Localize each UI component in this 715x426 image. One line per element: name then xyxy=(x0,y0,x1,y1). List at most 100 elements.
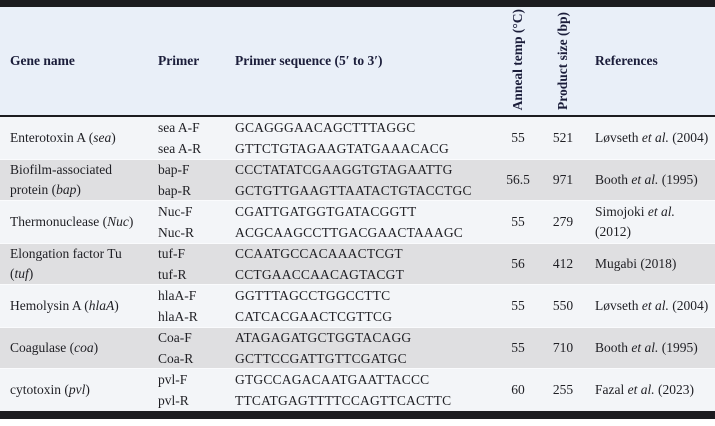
sequence-cell: CCCTATATCGAAGGTGTAGAATTG GCTGTTGAAGTTAATA… xyxy=(233,159,495,201)
table-row: Hemolysin A (hlaA) hlaA-F hlaA-R GGTTTAGC… xyxy=(0,285,715,327)
gene-name-text: Thermonuclease ( xyxy=(10,214,108,229)
references-cell: Booth et al. (1995) xyxy=(585,159,715,201)
sequence-forward: GGTTTAGCCTGGCCTTC xyxy=(235,288,391,303)
reference-text: Booth xyxy=(595,172,632,187)
anneal-temp-cell: 55 xyxy=(511,298,525,313)
reference-text: Booth xyxy=(595,340,632,355)
gene-name-text: ) xyxy=(28,266,34,281)
table-row: Enterotoxin A (sea) sea A-F sea A-R GCAGG… xyxy=(0,117,715,159)
gene-name-cell: Coagulase (coa) xyxy=(0,327,155,369)
gene-name-cell: Hemolysin A (hlaA) xyxy=(0,285,155,327)
column-header-label: References xyxy=(595,53,658,68)
primer-reverse: tuf-R xyxy=(158,267,187,282)
column-header-gene-name: Gene name xyxy=(0,7,155,115)
column-header-primer-sequence: Primer sequence (5′ to 3′) xyxy=(233,7,495,115)
reference-et-al: et al. xyxy=(641,298,669,313)
primer-cell: pvl-F pvl-R xyxy=(155,369,233,411)
gene-symbol: sea xyxy=(93,130,112,145)
gene-name: Coagulase (coa) xyxy=(10,338,98,358)
primer-forward: pvl-F xyxy=(158,372,188,387)
gene-name-text: ) xyxy=(85,382,90,397)
gene-name-text: Coagulase ( xyxy=(10,340,75,355)
product-size-cell: 550 xyxy=(552,298,574,313)
gene-name: Biofilm-associated protein (bap) xyxy=(10,160,147,200)
anneal-temp-cell: 55 xyxy=(511,340,525,355)
gene-name-text: Hemolysin A ( xyxy=(10,298,89,313)
table-row: Thermonuclease (Nuc) Nuc-F Nuc-R CGATTGAT… xyxy=(0,201,715,243)
table-body: Enterotoxin A (sea) sea A-F sea A-R GCAGG… xyxy=(0,117,715,411)
primer-reverse: hlaA-R xyxy=(158,309,198,324)
gene-name-cell: Enterotoxin A (sea) xyxy=(0,117,155,159)
reference-et-al: et al. xyxy=(631,172,659,187)
product-size-cell: 710 xyxy=(552,340,574,355)
column-header-anneal-temp: Anneal temp (°C) xyxy=(495,7,541,115)
reference: Løvseth et al. (2004) xyxy=(595,296,708,316)
primer-reverse: bap-R xyxy=(158,183,191,198)
reference-line-2: (2012) xyxy=(595,224,631,239)
reference-line: Mugabi (2018) xyxy=(595,254,676,274)
product-size-cell: 971 xyxy=(552,172,574,187)
primer-forward: tuf-F xyxy=(158,246,185,261)
primer-forward: sea A-F xyxy=(158,120,200,135)
gene-name-cell: cytotoxin (pvl) xyxy=(0,369,155,411)
column-header-label-rotated: Anneal temp (°C) xyxy=(510,8,525,110)
anneal-temp-cell: 55 xyxy=(511,130,525,145)
gene-name-text: cytotoxin ( xyxy=(10,382,69,397)
reference-line: Booth et al. (1995) xyxy=(595,170,698,190)
reference: Booth et al. (1995) xyxy=(595,170,698,190)
sequence-reverse: TTCATGAGTTTTCCAGTTCACTTC xyxy=(235,393,452,408)
references-cell: Løvseth et al. (2004) xyxy=(585,117,715,159)
sequence-cell: ATAGAGATGCTGGTACAGG GCTTCCGATTGTTCGATGC xyxy=(233,327,495,369)
primer-reverse: Nuc-R xyxy=(158,225,194,240)
sequence-forward: CCCTATATCGAAGGTGTAGAATTG xyxy=(235,162,453,177)
product-size-cell: 255 xyxy=(552,382,574,397)
primer-cell: hlaA-F hlaA-R xyxy=(155,285,233,327)
gene-symbol: bap xyxy=(56,182,77,197)
table-row: Elongation factor Tu (tuf) tuf-F tuf-R CC… xyxy=(0,243,715,285)
reference: Mugabi (2018) xyxy=(595,254,676,274)
table-header-row: Gene name Primer Primer sequence (5′ to … xyxy=(0,7,715,117)
anneal-temp-cell: 55 xyxy=(511,214,525,229)
references-cell: Fazal et al. (2023) xyxy=(585,369,715,411)
references-cell: Løvseth et al. (2004) xyxy=(585,285,715,327)
reference-et-al: et al. xyxy=(631,340,659,355)
sequence-reverse: ACGCAAGCCTTGACGAACTAAAGC xyxy=(235,225,463,240)
primer-cell: sea A-F sea A-R xyxy=(155,117,233,159)
table-row: Biofilm-associated protein (bap) bap-F ba… xyxy=(0,159,715,201)
reference-text: Simojoki xyxy=(595,204,648,219)
reference-line: Simojoki et al. xyxy=(595,202,675,222)
reference-text: Mugabi (2018) xyxy=(595,256,677,271)
sequence-forward: GCAGGGAACAGCTTTAGGC xyxy=(235,120,416,135)
reference-text: Fazal xyxy=(595,382,628,397)
reference-line: Løvseth et al. (2004) xyxy=(595,128,708,148)
gene-name: cytotoxin (pvl) xyxy=(10,380,90,400)
column-header-references: References xyxy=(585,7,715,115)
sequence-forward: ATAGAGATGCTGGTACAGG xyxy=(235,330,412,345)
primer-cell: bap-F bap-R xyxy=(155,159,233,201)
sequence-cell: CCAATGCCACAAACTCGT CCTGAACCAACAGTACGT xyxy=(233,243,495,285)
gene-name-text: ) xyxy=(93,340,99,355)
sequence-cell: GGTTTAGCCTGGCCTTC CATCACGAACTCGTTCG xyxy=(233,285,495,327)
column-header-label-rotated: Product size (bp) xyxy=(555,12,570,110)
primer-cell: Nuc-F Nuc-R xyxy=(155,201,233,243)
gene-symbol: pvl xyxy=(68,382,86,397)
reference-line: Fazal et al. (2023) xyxy=(595,380,694,400)
primer-cell: tuf-F tuf-R xyxy=(155,243,233,285)
sequence-forward: GTGCCAGACAATGAATTACCC xyxy=(235,372,430,387)
references-cell: Mugabi (2018) xyxy=(585,243,715,285)
column-header-label: Gene name xyxy=(10,53,75,68)
table-row: cytotoxin (pvl) pvl-F pvl-R GTGCCAGACAATG… xyxy=(0,369,715,411)
sequence-reverse: CCTGAACCAACAGTACGT xyxy=(235,267,405,282)
gene-name-cell: Biofilm-associated protein (bap) xyxy=(0,159,155,201)
sequence-cell: GTGCCAGACAATGAATTACCC TTCATGAGTTTTCCAGTTC… xyxy=(233,369,495,411)
gene-name-text: ) xyxy=(128,214,134,229)
gene-name-text: ) xyxy=(111,130,116,145)
primer-reverse: sea A-R xyxy=(158,141,202,156)
sequence-reverse: GCTTCCGATTGTTCGATGC xyxy=(235,351,407,366)
gene-name-text: Elongation factor Tu ( xyxy=(10,246,122,281)
reference-text: Løvseth xyxy=(595,298,642,313)
column-header-label: Primer sequence (5′ to 3′) xyxy=(235,53,383,68)
gene-name: Elongation factor Tu (tuf) xyxy=(10,244,147,284)
reference-line: Løvseth et al. (2004) xyxy=(595,296,708,316)
